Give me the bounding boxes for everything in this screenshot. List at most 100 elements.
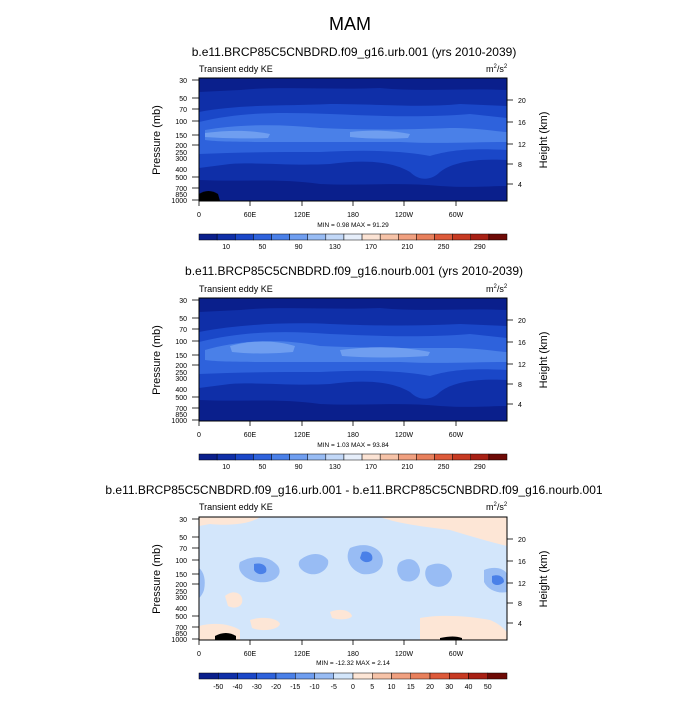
colorbar-segment xyxy=(398,453,417,461)
colorbar-segment xyxy=(452,233,472,241)
y2-tick-label: 12 xyxy=(518,142,526,149)
colorbar xyxy=(198,233,508,241)
x-tick-label: 120E xyxy=(294,651,311,658)
y2-axis-ticks: 20 16 12 8 4 xyxy=(507,98,526,189)
colorbar-label: 30 xyxy=(445,684,453,691)
y-axis-ticks: 30 50 70 100 150 200 250 300 400 500 700… xyxy=(171,517,199,644)
colorbar-label: -15 xyxy=(290,684,300,691)
colorbar-label: -50 xyxy=(213,684,223,691)
colorbar-segment xyxy=(416,453,435,461)
colorbar-segment xyxy=(429,672,450,680)
colorbar-segment xyxy=(361,453,381,461)
x-tick-label: 120E xyxy=(294,212,311,219)
y-tick-label: 250 xyxy=(175,150,187,157)
x-tick-label: 0 xyxy=(197,212,201,219)
colorbar-label: 90 xyxy=(295,464,303,471)
colorbar-label: -30 xyxy=(252,684,262,691)
y2-tick-label: 8 xyxy=(518,162,522,169)
colorbar-segment xyxy=(468,672,488,680)
colorbar xyxy=(198,453,508,461)
colorbar-label: 290 xyxy=(474,464,486,471)
colorbar-label: 15 xyxy=(407,684,415,691)
colorbar-segment xyxy=(452,453,472,461)
units-label: m2/s2 xyxy=(486,284,508,294)
y-tick-label: 250 xyxy=(175,370,187,377)
colorbar-segment xyxy=(253,233,272,241)
field-contour-positive xyxy=(420,615,507,640)
y-tick-label: 1000 xyxy=(171,418,187,425)
y-tick-label: 300 xyxy=(175,595,187,602)
x-tick-label: 60W xyxy=(449,212,464,219)
x-tick-label: 180 xyxy=(347,432,359,439)
x-tick-label: 60E xyxy=(244,432,257,439)
y2-tick-label: 8 xyxy=(518,601,522,608)
colorbar-label: 40 xyxy=(465,684,473,691)
y2-tick-label: 4 xyxy=(518,621,522,628)
y-axis-ticks: 30 50 70 100 150 200 250 300 400 500 700… xyxy=(171,298,199,425)
y-tick-label: 500 xyxy=(175,395,187,402)
colorbar-label: 50 xyxy=(259,244,267,251)
x-tick-label: 60W xyxy=(449,432,464,439)
y-tick-label: 850 xyxy=(175,192,187,199)
x-tick-label: 120W xyxy=(395,432,414,439)
colorbar-label: 130 xyxy=(329,244,341,251)
y2-tick-label: 12 xyxy=(518,581,526,588)
colorbar-label: 290 xyxy=(474,244,486,251)
min-max-stats: MIN = 0.98 MAX = 91.29 xyxy=(317,222,389,229)
contour-field xyxy=(198,77,508,202)
y-tick-label: 150 xyxy=(175,572,187,579)
colorbar-segment xyxy=(234,233,254,241)
colorbar-label: 10 xyxy=(388,684,396,691)
y2-axis-label: Height (km) xyxy=(538,551,550,608)
field-contour-positive xyxy=(225,592,243,608)
y-axis-ticks: 30 50 70 100 150 200 250 300 400 500 700… xyxy=(171,78,199,205)
x-tick-label: 120E xyxy=(294,432,311,439)
y-tick-label: 30 xyxy=(179,78,187,85)
colorbar-segment xyxy=(470,233,490,241)
colorbar-segment xyxy=(325,233,345,241)
field-terrain-mask xyxy=(215,633,236,640)
x-axis-ticks: 0 60E 120E 180 120W 60W xyxy=(197,201,464,219)
y2-axis-ticks: 20 16 12 8 4 xyxy=(507,318,526,409)
field-contour-core-1 xyxy=(230,341,295,354)
x-tick-label: 180 xyxy=(347,212,359,219)
y-tick-label: 200 xyxy=(175,582,187,589)
colorbar-segment xyxy=(470,453,490,461)
y2-tick-label: 16 xyxy=(518,559,526,566)
colorbar-segment xyxy=(343,233,363,241)
panel-nourb: b.e11.BRCP85C5CNBDRD.f09_g16.nourb.001 (… xyxy=(151,264,550,471)
x-tick-label: 120W xyxy=(395,212,414,219)
field-contour-bottom xyxy=(199,400,507,421)
y-tick-label: 70 xyxy=(179,327,187,334)
colorbar-segment xyxy=(256,672,277,680)
y-axis-label: Pressure (mb) xyxy=(151,544,163,614)
colorbar-segment xyxy=(289,453,308,461)
field-terrain-mask xyxy=(440,636,462,640)
y-tick-label: 100 xyxy=(175,119,187,126)
colorbar-segment xyxy=(198,233,218,241)
field-terrain-mask xyxy=(199,191,220,201)
colorbar-segment xyxy=(398,233,417,241)
colorbar-label: 210 xyxy=(402,244,414,251)
colorbar-label: 10 xyxy=(222,244,230,251)
colorbar-labels: -50 -40 -30 -20 -15 -10 -5 0 5 10 15 20 30 40 50 xyxy=(213,684,492,691)
field-contour-core-2 xyxy=(340,347,430,358)
y2-tick-label: 20 xyxy=(518,98,526,105)
x-axis-ticks: 0 60E 120E 180 120W 60W xyxy=(197,421,464,439)
y-tick-label: 200 xyxy=(175,363,187,370)
colorbar-segment xyxy=(216,233,236,241)
field-contour-core-1 xyxy=(205,130,270,139)
y-tick-label: 850 xyxy=(175,631,187,638)
x-tick-label: 180 xyxy=(347,651,359,658)
colorbar-segment xyxy=(307,233,327,241)
colorbar xyxy=(198,672,508,680)
colorbar-label: 250 xyxy=(438,464,450,471)
panel-title: b.e11.BRCP85C5CNBDRD.f09_g16.urb.001 - b… xyxy=(105,483,602,497)
colorbar-label: 170 xyxy=(365,244,377,251)
colorbar-segment xyxy=(253,453,272,461)
colorbar-label: 20 xyxy=(426,684,434,691)
y-tick-label: 100 xyxy=(175,558,187,565)
y-tick-label: 500 xyxy=(175,614,187,621)
colorbar-segment xyxy=(289,233,308,241)
